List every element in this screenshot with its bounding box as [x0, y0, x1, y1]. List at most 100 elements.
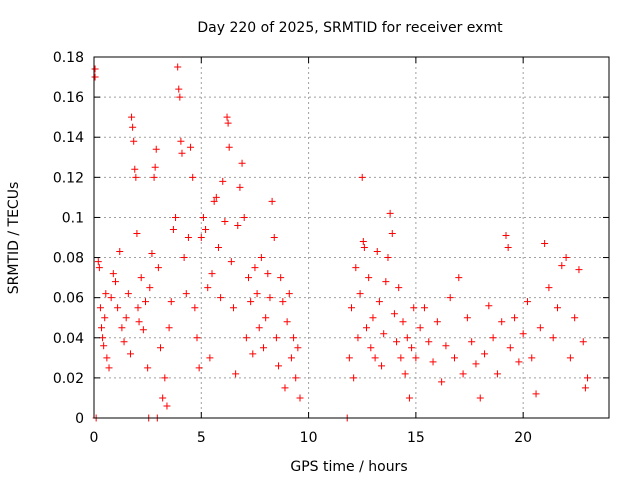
data-point: [137, 274, 145, 282]
data-point: [285, 290, 293, 298]
data-point: [433, 318, 441, 326]
data-point: [210, 197, 218, 205]
data-point: [247, 298, 255, 306]
data-point: [130, 137, 138, 145]
y-tick-label: 0.04: [53, 331, 84, 347]
data-point: [176, 93, 184, 101]
data-point: [558, 262, 566, 270]
data-point: [545, 284, 553, 292]
data-point: [375, 298, 383, 306]
data-point: [234, 221, 242, 229]
data-point: [459, 370, 467, 378]
data-point: [541, 240, 549, 248]
y-tick-label: 0.08: [53, 251, 84, 267]
data-point: [197, 234, 205, 241]
data-point: [132, 173, 140, 181]
data-point: [242, 334, 250, 342]
data-point: [493, 370, 501, 378]
y-tick-label: 0.06: [53, 291, 84, 307]
data-point: [100, 342, 108, 350]
data-point: [371, 354, 379, 362]
data-point: [268, 197, 276, 205]
data-point: [152, 145, 160, 153]
data-point: [133, 229, 141, 237]
data-point: [287, 354, 295, 362]
data-point: [378, 362, 386, 370]
data-point: [187, 143, 195, 151]
data-point: [425, 338, 433, 346]
data-point: [142, 298, 149, 306]
data-point: [249, 350, 257, 358]
data-point: [360, 244, 368, 252]
data-point: [169, 225, 177, 233]
data-point: [157, 344, 165, 352]
axis-ticks: 0 0.02 0.04 0.06 0.08 0.1 0.12 0.14 0.16 0.18 0 5 10…: [53, 50, 609, 446]
data-point: [219, 177, 227, 185]
y-tick-label: 0.1: [62, 210, 84, 226]
x-tick-label: 5: [197, 430, 206, 446]
data-point: [373, 248, 381, 256]
data-point: [581, 384, 589, 392]
data-point: [504, 244, 512, 252]
data-point: [178, 149, 186, 157]
data-point: [189, 173, 197, 181]
data-point: [107, 294, 115, 302]
data-point: [238, 159, 246, 167]
data-point: [397, 354, 405, 362]
data-point: [367, 344, 375, 352]
data-point: [410, 304, 418, 312]
data-point: [554, 304, 561, 312]
data-point: [429, 358, 437, 366]
y-tick-label: 0: [75, 411, 84, 427]
data-point: [382, 278, 390, 286]
y-tick-label: 0.02: [53, 371, 84, 387]
data-point: [98, 324, 106, 332]
data-point: [532, 390, 540, 398]
data-point: [134, 304, 142, 312]
data-point: [485, 302, 493, 310]
data-point: [275, 362, 283, 370]
data-point: [180, 254, 188, 262]
data-point: [416, 324, 424, 332]
data-point: [126, 350, 134, 358]
data-point: [506, 344, 514, 352]
data-point: [212, 193, 220, 201]
data-point: [476, 394, 484, 402]
data-point: [296, 394, 304, 402]
data-point: [159, 394, 167, 402]
data-point: [122, 314, 130, 322]
data-point: [148, 250, 156, 258]
data-point: [472, 360, 480, 368]
x-axis-label: GPS time / hours: [290, 459, 407, 475]
data-point: [388, 229, 396, 237]
data-point: [270, 234, 278, 241]
data-point: [206, 354, 214, 362]
data-point: [184, 234, 192, 241]
data-point: [240, 213, 248, 221]
data-point: [118, 324, 126, 332]
data-point: [455, 274, 463, 282]
data-point: [584, 374, 592, 382]
x-tick-label: 10: [300, 430, 318, 446]
data-point: [549, 334, 557, 342]
data-point: [359, 238, 367, 246]
data-point: [442, 342, 450, 350]
data-point: [232, 370, 240, 378]
data-point: [260, 344, 268, 352]
data-point: [354, 334, 362, 342]
data-point: [403, 334, 411, 342]
data-point: [412, 354, 420, 362]
data-point: [489, 334, 497, 342]
data-point: [199, 213, 207, 221]
data-point: [386, 209, 394, 217]
data-point: [257, 254, 265, 262]
data-point: [95, 264, 103, 272]
data-point: [369, 314, 377, 322]
y-tick-label: 0.18: [53, 50, 84, 66]
data-point: [399, 318, 407, 326]
data-point: [384, 254, 392, 262]
data-point: [356, 290, 364, 298]
data-point: [124, 290, 132, 298]
data-point: [195, 364, 203, 372]
